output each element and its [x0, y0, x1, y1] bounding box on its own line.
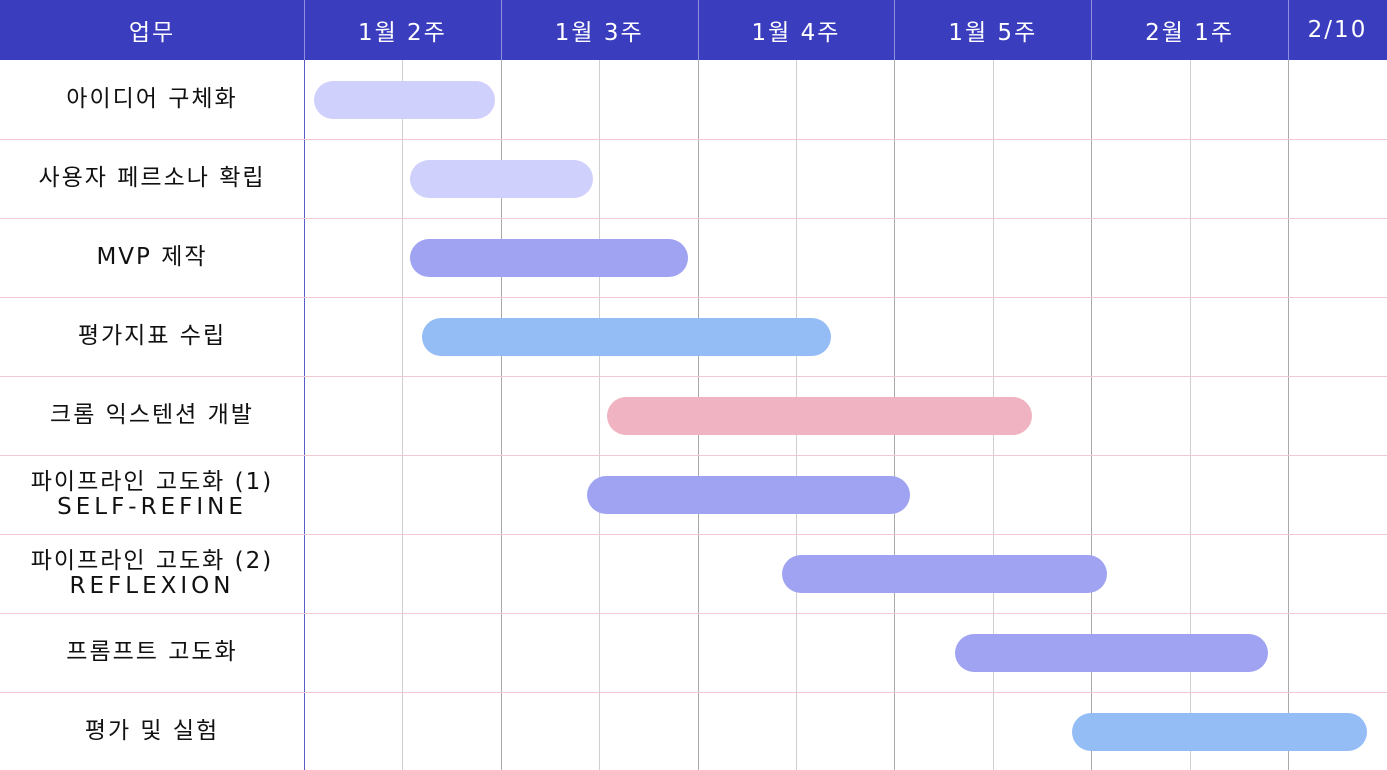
- row-divider: [0, 455, 1387, 456]
- task-name: 아이디어 구체화: [66, 86, 238, 112]
- row-divider: [0, 297, 1387, 298]
- header-separator: [304, 0, 305, 60]
- label-column-border: [304, 60, 305, 770]
- header-separator: [697, 0, 699, 60]
- task-label: 크롬 익스텐션 개발: [0, 376, 304, 455]
- task-bar: [607, 396, 1033, 435]
- week-gridline: [1091, 60, 1093, 770]
- week-gridline: [1288, 60, 1289, 770]
- header-period: 2/10: [1307, 17, 1368, 43]
- task-label: 파이프라인 고도화 (1) SELF-REFINE: [0, 455, 304, 534]
- task-name: 파이프라인 고도화 (2): [30, 547, 274, 574]
- task-bar: [410, 238, 688, 277]
- task-bar: [422, 317, 832, 356]
- task-bar: [587, 475, 911, 514]
- task-subtitle: REFLEXION: [69, 572, 235, 599]
- row-divider: [0, 534, 1387, 535]
- task-subtitle: SELF-REFINE: [57, 493, 247, 520]
- header-separator: [1091, 0, 1093, 60]
- header-label-task: 업무: [128, 20, 176, 46]
- task-name: 프롬프트 고도화: [66, 639, 238, 665]
- task-label: 평가 및 실험: [0, 692, 304, 770]
- task-bar: [955, 633, 1269, 672]
- task-name: 파이프라인 고도화 (1): [30, 468, 274, 495]
- task-bar: [782, 554, 1107, 593]
- task-name: 평가 및 실험: [84, 718, 220, 744]
- header-row: 업무 1월 2주 1월 3주 1월 4주 1월 5주 2월 1주 2/10: [0, 0, 1387, 60]
- row-divider: [0, 376, 1387, 377]
- half-week-gridline: [1189, 60, 1191, 770]
- header-period: 1월 3주: [554, 20, 644, 46]
- half-week-gridline: [402, 60, 404, 770]
- header-separator: [500, 0, 502, 60]
- task-name: 사용자 페르소나 확립: [38, 165, 266, 191]
- header-period: 2월 1주: [1145, 20, 1235, 46]
- task-label: 아이디어 구체화: [0, 60, 304, 139]
- task-bar: [313, 80, 495, 119]
- header-separator: [894, 0, 896, 60]
- header-period: 1월 5주: [948, 20, 1038, 46]
- task-label: 사용자 페르소나 확립: [0, 139, 304, 218]
- task-name: 평가지표 수립: [77, 323, 227, 349]
- header-separator: [1288, 0, 1289, 60]
- header-period: 1월 2주: [357, 20, 447, 46]
- half-week-gridline: [599, 60, 601, 770]
- header-period: 1월 4주: [751, 20, 841, 46]
- row-divider: [0, 218, 1387, 219]
- task-label: 프롬프트 고도화: [0, 613, 304, 692]
- week-gridline: [500, 60, 502, 770]
- row-divider: [0, 139, 1387, 140]
- task-label: 평가지표 수립: [0, 297, 304, 376]
- task-label: MVP 제작: [0, 218, 304, 297]
- task-name: MVP 제작: [96, 244, 208, 270]
- row-divider: [0, 613, 1387, 614]
- task-label: 파이프라인 고도화 (2) REFLEXION: [0, 534, 304, 613]
- task-name: 크롬 익스텐션 개발: [50, 402, 254, 428]
- task-bar: [410, 159, 594, 198]
- row-divider: [0, 692, 1387, 693]
- task-bar: [1071, 712, 1367, 751]
